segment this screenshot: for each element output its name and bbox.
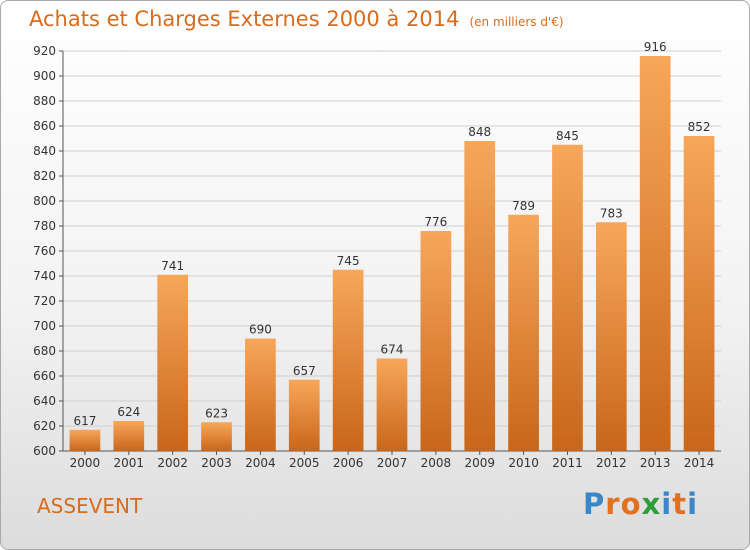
- bar: [595, 222, 627, 451]
- y-tick-label: 820: [33, 169, 56, 183]
- value-label: 745: [337, 254, 360, 268]
- commune-name: ASSEVENT: [37, 494, 143, 518]
- bar: [332, 269, 364, 451]
- y-tick-label: 720: [33, 294, 56, 308]
- value-label: 657: [293, 364, 316, 378]
- x-tick-label: 2014: [684, 456, 715, 470]
- x-tick-label: 2007: [377, 456, 408, 470]
- x-tick-label: 2000: [70, 456, 101, 470]
- y-tick-label: 760: [33, 244, 56, 258]
- value-label: 617: [73, 414, 96, 428]
- bar: [201, 422, 232, 451]
- bar: [157, 274, 189, 451]
- bar: [639, 56, 671, 451]
- bar: [69, 429, 101, 451]
- bar: [288, 379, 320, 451]
- y-tick-label: 740: [33, 269, 56, 283]
- value-label: 624: [117, 405, 140, 419]
- value-label: 690: [249, 323, 272, 337]
- bar: [552, 144, 583, 451]
- y-tick-label: 780: [33, 219, 56, 233]
- logo-letter: i: [661, 487, 673, 521]
- value-label: 845: [556, 129, 579, 143]
- y-tick-label: 860: [33, 119, 56, 133]
- x-tick-label: 2004: [245, 456, 276, 470]
- y-tick-label: 620: [33, 419, 56, 433]
- y-tick-label: 600: [33, 444, 56, 458]
- y-tick-label: 640: [33, 394, 56, 408]
- value-label: 674: [381, 343, 404, 357]
- value-label: 623: [205, 406, 228, 420]
- x-tick-label: 2011: [552, 456, 583, 470]
- value-label: 783: [600, 206, 623, 220]
- bar: [683, 136, 715, 451]
- bar: [113, 421, 145, 451]
- x-tick-label: 2008: [421, 456, 452, 470]
- value-label: 741: [161, 259, 184, 273]
- title-text: Achats et Charges Externes 2000 à 2014: [29, 7, 460, 31]
- unit-label: (en milliers d'€): [469, 15, 564, 29]
- y-tick-label: 880: [33, 94, 56, 108]
- x-tick-label: 2002: [157, 456, 188, 470]
- y-tick-label: 920: [33, 44, 56, 58]
- x-tick-label: 2006: [333, 456, 364, 470]
- x-tick-label: 2012: [596, 456, 627, 470]
- logo-letter: t: [672, 487, 688, 521]
- value-label: 916: [644, 40, 667, 54]
- proxiti-logo: Proxiti: [583, 487, 698, 521]
- logo-letter: o: [620, 487, 642, 521]
- value-label: 789: [512, 199, 535, 213]
- value-label: 776: [424, 215, 447, 229]
- x-tick-label: 2003: [201, 456, 232, 470]
- value-label: 848: [468, 125, 491, 139]
- x-tick-label: 2010: [508, 456, 539, 470]
- logo-letter: i: [687, 487, 699, 521]
- x-tick-label: 2001: [114, 456, 145, 470]
- y-tick-label: 700: [33, 319, 56, 333]
- logo-letter: P: [583, 487, 606, 521]
- bar: [376, 358, 408, 451]
- y-tick-label: 840: [33, 144, 56, 158]
- value-label: 852: [688, 120, 711, 134]
- logo-letter: r: [605, 487, 621, 521]
- bar: [508, 214, 539, 451]
- y-tick-label: 800: [33, 194, 56, 208]
- x-tick-label: 2005: [289, 456, 320, 470]
- x-tick-label: 2013: [640, 456, 671, 470]
- y-tick-label: 900: [33, 69, 56, 83]
- x-tick-label: 2009: [464, 456, 495, 470]
- bar: [245, 338, 276, 451]
- chart-title: Achats et Charges Externes 2000 à 2014 (e…: [29, 7, 564, 31]
- bar: [420, 231, 452, 451]
- y-tick-label: 680: [33, 344, 56, 358]
- bar: [464, 141, 496, 451]
- logo-letter: x: [641, 487, 662, 521]
- y-tick-label: 660: [33, 369, 56, 383]
